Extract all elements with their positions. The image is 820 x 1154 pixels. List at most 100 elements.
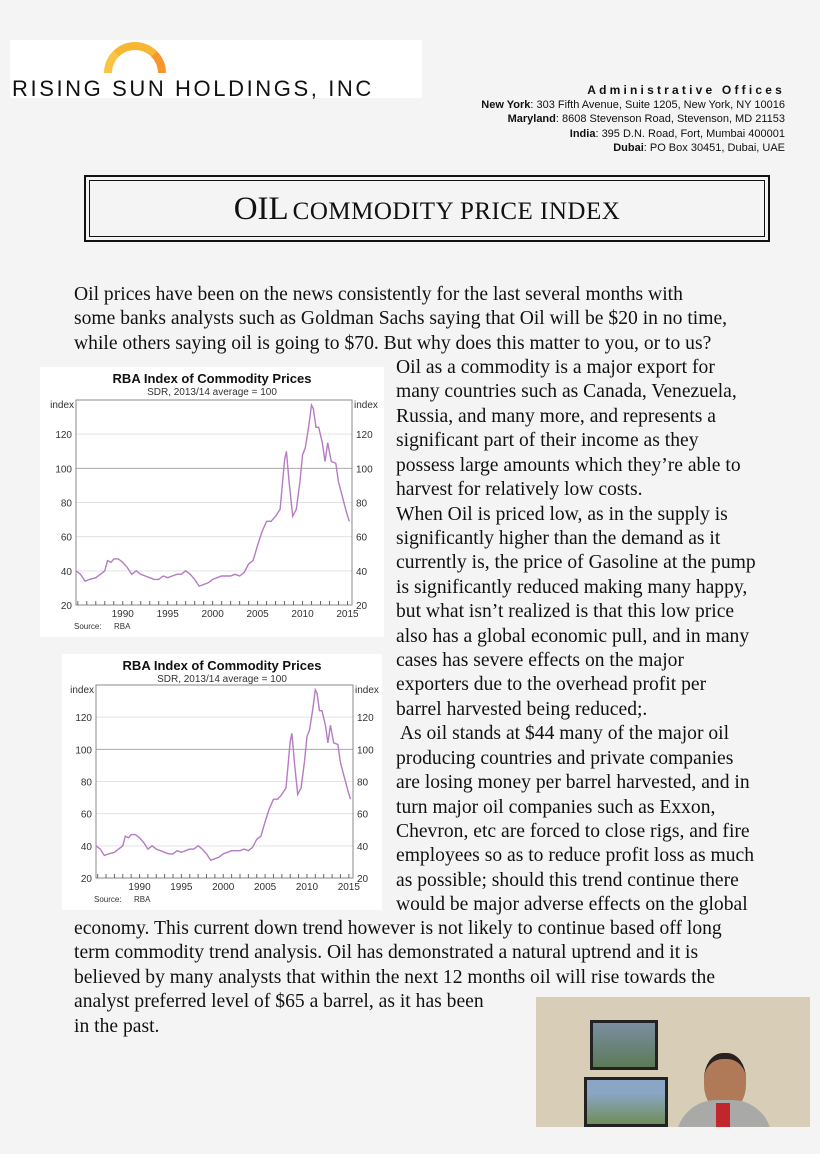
source-label: Source: <box>74 622 102 631</box>
text-line: Russia, and many more, and represents a <box>396 405 716 427</box>
y-tick-label-left: 80 <box>81 778 93 789</box>
office-label: New York <box>481 98 531 111</box>
office-maryland: Maryland: 8608 Stevenson Road, Stevenson… <box>481 112 785 127</box>
title-rest: COMMODITY PRICE INDEX <box>292 198 621 225</box>
text-line: When Oil is priced low, as in the supply… <box>396 503 728 525</box>
x-tick-label: 2010 <box>296 882 319 893</box>
x-tick-label: 2015 <box>338 882 361 893</box>
plot-frame <box>75 399 353 606</box>
office-india: India: 395 D.N. Road, Fort, Mumbai 40000… <box>481 127 785 142</box>
text-line: employees so as to reduce profit loss as… <box>396 845 755 867</box>
plot-frame <box>95 684 354 879</box>
text-line: exporters due to the overhead profit per <box>396 674 707 696</box>
person-tie <box>716 1103 730 1127</box>
text-line: but what isn’t realized is that this low… <box>396 601 735 623</box>
title-box: OIL COMMODITY PRICE INDEX <box>84 175 770 242</box>
office-dubai: Dubai: PO Box 30451, Dubai, UAE <box>481 141 785 156</box>
text-line: analyst preferred level of $65 a barrel,… <box>74 991 484 1013</box>
x-tick-label: 2000 <box>202 609 225 620</box>
y-tick-label-left: 100 <box>55 464 72 475</box>
administrative-offices: Administrative Offices New York: 303 Fif… <box>481 83 785 156</box>
text-line: is significantly reduced making many hap… <box>396 576 748 598</box>
text-line: significant part of their income as they <box>396 430 699 452</box>
text-line: As oil stands at $44 many of the major o… <box>396 723 730 745</box>
y-tick-label-right: 40 <box>357 842 369 853</box>
commodity-index-line <box>75 402 350 588</box>
text-line: while others saying oil is going to $70.… <box>74 332 712 354</box>
y-tick-label-left: 80 <box>61 499 73 510</box>
rising-sun-icon <box>104 42 166 73</box>
text-line: cases has severe effects on the major <box>396 650 684 672</box>
text-line: term commodity trend analysis. Oil has d… <box>74 942 699 964</box>
offices-heading: Administrative Offices <box>587 83 785 97</box>
y-tick-label-right: 20 <box>356 601 368 612</box>
office-address: : 8608 Stevenson Road, Stevenson, MD 211… <box>555 113 785 125</box>
text-line: Oil prices have been on the news consist… <box>74 284 683 305</box>
text-line: some banks analysts such as Goldman Sach… <box>74 308 728 330</box>
x-tick-label: 2010 <box>291 609 314 620</box>
office-label: Dubai <box>613 142 644 154</box>
source-value: RBA <box>134 895 151 904</box>
y-tick-label-right: 120 <box>357 713 374 724</box>
y-axis-label-left: index <box>50 400 74 411</box>
y-tick-label-left: 60 <box>81 810 93 821</box>
office-label: India <box>569 127 596 140</box>
source-label: Source: <box>94 895 122 904</box>
y-tick-label-right: 80 <box>357 778 369 789</box>
y-tick-label-right: 100 <box>357 745 374 756</box>
x-tick-label: 1990 <box>128 882 151 893</box>
y-tick-label-left: 40 <box>81 842 93 853</box>
source-value: RBA <box>114 622 131 631</box>
text-line: economy. This current down trend however… <box>74 918 722 939</box>
x-tick-label: 1995 <box>170 882 193 893</box>
x-tick-label: 2005 <box>246 609 269 620</box>
executive-photo <box>536 997 810 1127</box>
y-tick-label-right: 80 <box>356 499 368 510</box>
text-line: possess large amounts which they’re able… <box>396 454 741 476</box>
text-line: Oil as a commodity is a major export for <box>396 357 715 378</box>
text-line: Chevron, etc are forced to close rigs, a… <box>396 820 750 842</box>
y-tick-label-left: 20 <box>61 601 73 612</box>
company-logo: RISING SUN HOLDINGS, INC <box>10 40 422 101</box>
text-line: producing countries and private companie… <box>396 747 734 769</box>
commodity-chart-1: RBA Index of Commodity Prices SDR, 2013/1… <box>40 367 384 637</box>
text-line: believed by many analysts that within th… <box>74 966 716 988</box>
text-line: currently is, the price of Gasoline at t… <box>396 552 756 574</box>
y-tick-label-left: 100 <box>75 745 92 756</box>
text-line: also has a global economic pull, and in … <box>396 625 750 647</box>
office-address: : 303 Fifth Avenue, Suite 1205, New York… <box>530 98 785 111</box>
text-line: many countries such as Canada, Venezuela… <box>396 381 737 403</box>
title-first-word: OIL <box>233 191 289 227</box>
y-tick-label-right: 20 <box>357 874 369 885</box>
chart-title: RBA Index of Commodity Prices <box>123 658 322 673</box>
x-tick-label: 2015 <box>336 609 359 620</box>
y-tick-label-right: 60 <box>357 810 369 821</box>
x-tick-label: 1995 <box>157 609 180 620</box>
page-title: OIL COMMODITY PRICE INDEX <box>89 180 765 237</box>
x-tick-label: 2005 <box>254 882 277 893</box>
text-line: in the past. <box>74 1015 160 1037</box>
y-tick-label-left: 120 <box>75 713 92 724</box>
framed-picture-bottom <box>584 1077 668 1127</box>
y-tick-label-left: 20 <box>81 874 93 885</box>
text-line: barrel harvested being reduced;. <box>396 698 648 720</box>
y-tick-label-right: 100 <box>356 464 373 475</box>
text-line: would be major adverse effects on the gl… <box>396 894 748 916</box>
chart-subtitle: SDR, 2013/14 average = 100 <box>147 387 277 398</box>
office-address: : 395 D.N. Road, Fort, Mumbai 400001 <box>595 127 785 140</box>
text-line: turn major oil companies such as Exxon, <box>396 796 716 818</box>
y-tick-label-right: 120 <box>356 430 373 441</box>
x-tick-label: 2000 <box>212 882 235 893</box>
text-line: as possible; should this trend continue … <box>396 869 739 891</box>
y-axis-label-left: index <box>70 685 94 696</box>
framed-picture-top <box>590 1020 658 1070</box>
y-tick-label-left: 120 <box>55 430 72 441</box>
y-axis-label-right: index <box>354 400 378 411</box>
office-new-york: New York: 303 Fifth Avenue, Suite 1205, … <box>481 98 785 113</box>
chart-title: RBA Index of Commodity Prices <box>113 371 312 386</box>
chart-subtitle: SDR, 2013/14 average = 100 <box>157 674 287 685</box>
text-line: significantly higher than the demand as … <box>396 527 721 549</box>
